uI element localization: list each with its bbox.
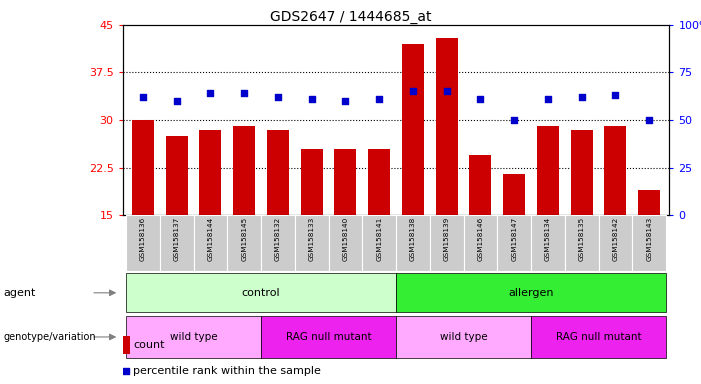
Bar [334, 149, 356, 215]
Text: wild type: wild type [440, 332, 487, 342]
Bar [503, 174, 525, 215]
Bar [362, 215, 396, 271]
Text: GSM158139: GSM158139 [444, 217, 450, 261]
Text: GSM158143: GSM158143 [646, 217, 652, 261]
Bar [638, 190, 660, 215]
Point [340, 98, 351, 104]
Point [171, 98, 182, 104]
Text: GSM158137: GSM158137 [174, 217, 179, 261]
Bar [599, 215, 632, 271]
Bar [531, 215, 565, 271]
Text: GSM158147: GSM158147 [511, 217, 517, 261]
Bar [126, 215, 160, 271]
Point [576, 94, 587, 100]
Bar [396, 273, 666, 312]
Text: genotype/variation: genotype/variation [4, 332, 96, 342]
Point [509, 117, 520, 123]
Bar [200, 129, 222, 215]
Text: GSM158133: GSM158133 [308, 217, 315, 261]
Point [543, 96, 554, 102]
Bar [436, 38, 458, 215]
Bar [261, 316, 396, 358]
Text: GSM158141: GSM158141 [376, 217, 382, 261]
Text: GSM158138: GSM158138 [410, 217, 416, 261]
Bar [402, 44, 424, 215]
Text: agent: agent [4, 288, 36, 298]
Point [205, 90, 216, 96]
Text: GSM158135: GSM158135 [579, 217, 585, 261]
Point [121, 368, 132, 374]
Text: GSM158146: GSM158146 [477, 217, 484, 261]
Text: RAG null mutant: RAG null mutant [286, 332, 372, 342]
Point [610, 92, 621, 98]
Bar [301, 149, 322, 215]
Text: GDS2647 / 1444685_at: GDS2647 / 1444685_at [270, 10, 431, 23]
Point [272, 94, 283, 100]
Text: percentile rank within the sample: percentile rank within the sample [133, 366, 321, 376]
Text: GSM158140: GSM158140 [342, 217, 348, 261]
Bar [463, 215, 497, 271]
Bar [267, 129, 289, 215]
Bar [160, 215, 193, 271]
Bar [632, 215, 666, 271]
Bar [193, 215, 227, 271]
Bar [565, 215, 599, 271]
Text: GSM158142: GSM158142 [613, 217, 618, 261]
Text: GSM158132: GSM158132 [275, 217, 281, 261]
Bar [430, 215, 463, 271]
Point [238, 90, 250, 96]
Text: control: control [242, 288, 280, 298]
Text: GSM158134: GSM158134 [545, 217, 551, 261]
Point [644, 117, 655, 123]
Text: count: count [133, 340, 165, 350]
Bar [233, 126, 255, 215]
Point [475, 96, 486, 102]
Bar [165, 136, 188, 215]
Bar [368, 149, 390, 215]
Bar [396, 316, 531, 358]
Bar [132, 120, 154, 215]
Text: allergen: allergen [508, 288, 554, 298]
Bar [497, 215, 531, 271]
Bar [126, 273, 396, 312]
Bar [295, 215, 329, 271]
Bar [537, 126, 559, 215]
Bar [329, 215, 362, 271]
Bar [396, 215, 430, 271]
Text: wild type: wild type [170, 332, 217, 342]
Text: GSM158136: GSM158136 [140, 217, 146, 261]
Text: RAG null mutant: RAG null mutant [556, 332, 641, 342]
Bar [261, 215, 295, 271]
Point [441, 88, 452, 94]
Bar [571, 129, 592, 215]
Bar [470, 155, 491, 215]
Point [374, 96, 385, 102]
Bar [604, 126, 627, 215]
Bar [126, 316, 261, 358]
Bar [531, 316, 666, 358]
Text: GSM158145: GSM158145 [241, 217, 247, 261]
Bar [123, 336, 130, 354]
Point [137, 94, 149, 100]
Point [407, 88, 418, 94]
Point [306, 96, 318, 102]
Bar [227, 215, 261, 271]
Text: GSM158144: GSM158144 [207, 217, 213, 261]
